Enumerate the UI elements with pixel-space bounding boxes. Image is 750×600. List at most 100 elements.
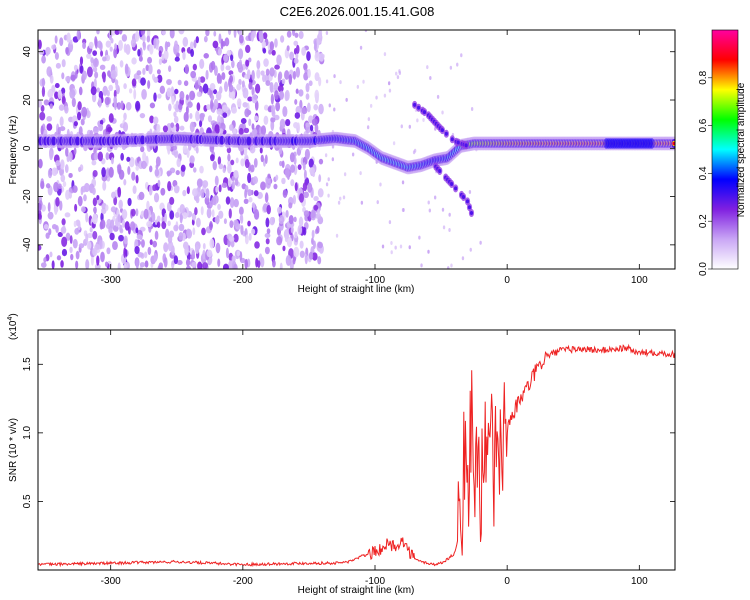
spectrogram-cell [54, 83, 60, 89]
spectrogram-cell [60, 159, 65, 170]
spectrogram-cell [158, 58, 162, 66]
spectrogram-cell [55, 160, 61, 167]
spectrogram-cell [193, 39, 197, 49]
spectrogram-cell [123, 235, 128, 245]
spectrogram-cell [99, 119, 104, 126]
spectrogram-cell [195, 195, 200, 204]
spectrogram-cell [401, 180, 405, 185]
spectrogram-cell [131, 208, 136, 217]
spectrogram-cell [244, 158, 250, 169]
spectrogram-cell [199, 58, 205, 69]
spectrogram-cell [43, 99, 50, 106]
spectrogram-cell [72, 238, 78, 249]
spectrogram-cell [190, 48, 194, 58]
spectrogram-cell [62, 181, 67, 188]
spectrogram-cell [206, 249, 213, 258]
spectrogram-cell [219, 75, 223, 84]
spectrogram-cell [114, 43, 117, 50]
spectrogram-cell [228, 236, 235, 242]
spectrogram-cell [109, 46, 113, 52]
colorbar-tick-label: 0.0 [698, 262, 709, 276]
spectrogram-cell [65, 189, 70, 201]
spectrogram-cell [75, 250, 80, 260]
spectrogram-cell [289, 152, 295, 163]
spectrogram-cell [148, 165, 153, 173]
spectrogram-cell [135, 208, 139, 217]
spectrogram-cell [74, 203, 78, 212]
spectrogram-cell [318, 103, 324, 115]
spectrogram-cell [186, 186, 190, 195]
spectrogram-cell [142, 41, 146, 51]
spectrogram-cell [160, 187, 166, 196]
spectrogram-cell [178, 103, 183, 110]
spectrogram-cell [244, 258, 248, 269]
spectrogram-cell [43, 257, 47, 263]
spectrogram-cell [303, 191, 309, 199]
spectrogram-cell [248, 57, 252, 63]
spectrogram-cell [264, 246, 270, 255]
spectrogram-cell [190, 70, 197, 79]
spectrogram-cell [40, 181, 45, 190]
y-tick-label: 0.5 [22, 494, 33, 508]
spectrogram-cell [154, 219, 158, 225]
spectrogram-cell [261, 41, 267, 48]
spectrogram-cell [245, 59, 250, 67]
spectrogram-cell [154, 230, 159, 240]
spectrogram-cell [164, 41, 168, 52]
spectrogram-cell [135, 174, 139, 184]
spectrogram-cell [135, 100, 141, 111]
spectrogram-cell [79, 56, 84, 66]
spectrogram-cell [278, 214, 285, 225]
spectrogram-cell [64, 212, 71, 218]
spectrogram-cell [413, 102, 417, 107]
spectrogram-cell [110, 69, 117, 79]
spectrogram-cell [305, 122, 310, 128]
spectrogram-cell [398, 70, 402, 75]
spectrogram-cell [92, 127, 99, 134]
spectrogram-cell [105, 152, 110, 161]
spectrogram-cell [121, 209, 128, 220]
x-tick-label: -200 [233, 275, 253, 286]
spectrogram-cell [180, 164, 186, 172]
spectrogram-cell [167, 240, 174, 252]
spectrogram-cell [126, 156, 131, 162]
spectrogram-cell [265, 68, 270, 76]
spectrogram-cell [383, 52, 387, 57]
spectrogram-cell [175, 169, 180, 176]
spectrogram-cell [299, 250, 305, 258]
spectrogram-cell [268, 49, 272, 55]
spectrogram-cell [233, 30, 237, 38]
spectrogram-cell [272, 259, 276, 268]
spectrogram-cell [465, 199, 470, 204]
spectrogram-cell [96, 87, 100, 93]
spectrogram-cell [223, 218, 227, 225]
spectrogram-cell [92, 247, 98, 257]
spectrogram-cell [360, 200, 364, 205]
spectrogram-cell [318, 174, 322, 183]
spectrogram-cell [293, 40, 299, 46]
spectrogram-cell [239, 34, 244, 44]
spectrogram-cell [162, 125, 168, 133]
spectrogram-cell [213, 89, 218, 95]
spectrogram-cell [65, 147, 69, 157]
spectrogram-cell [210, 60, 216, 71]
spectrogram-cell [337, 200, 341, 205]
spectrogram-cell [269, 41, 275, 51]
spectrogram-cell [470, 107, 474, 112]
spectrogram-cell [285, 118, 291, 127]
spectrogram-cell [107, 70, 111, 77]
spectrogram-cell [206, 207, 212, 219]
spectrogram-cell [177, 79, 182, 86]
spectrogram-cell [381, 244, 385, 249]
spectrogram-cell [303, 169, 307, 180]
spectrogram-cell [448, 227, 451, 232]
spectrogram-cell [178, 223, 185, 232]
spectrogram-cell [284, 167, 290, 179]
spectrogram-cell [230, 240, 235, 248]
spectrogram-cell [447, 266, 450, 269]
spectrogram-cell [195, 110, 200, 122]
spectrogram-cell [113, 196, 118, 206]
spectrogram-cell [41, 55, 46, 64]
spectrogram-cell [73, 121, 78, 127]
spectrogram-cell [282, 245, 286, 252]
